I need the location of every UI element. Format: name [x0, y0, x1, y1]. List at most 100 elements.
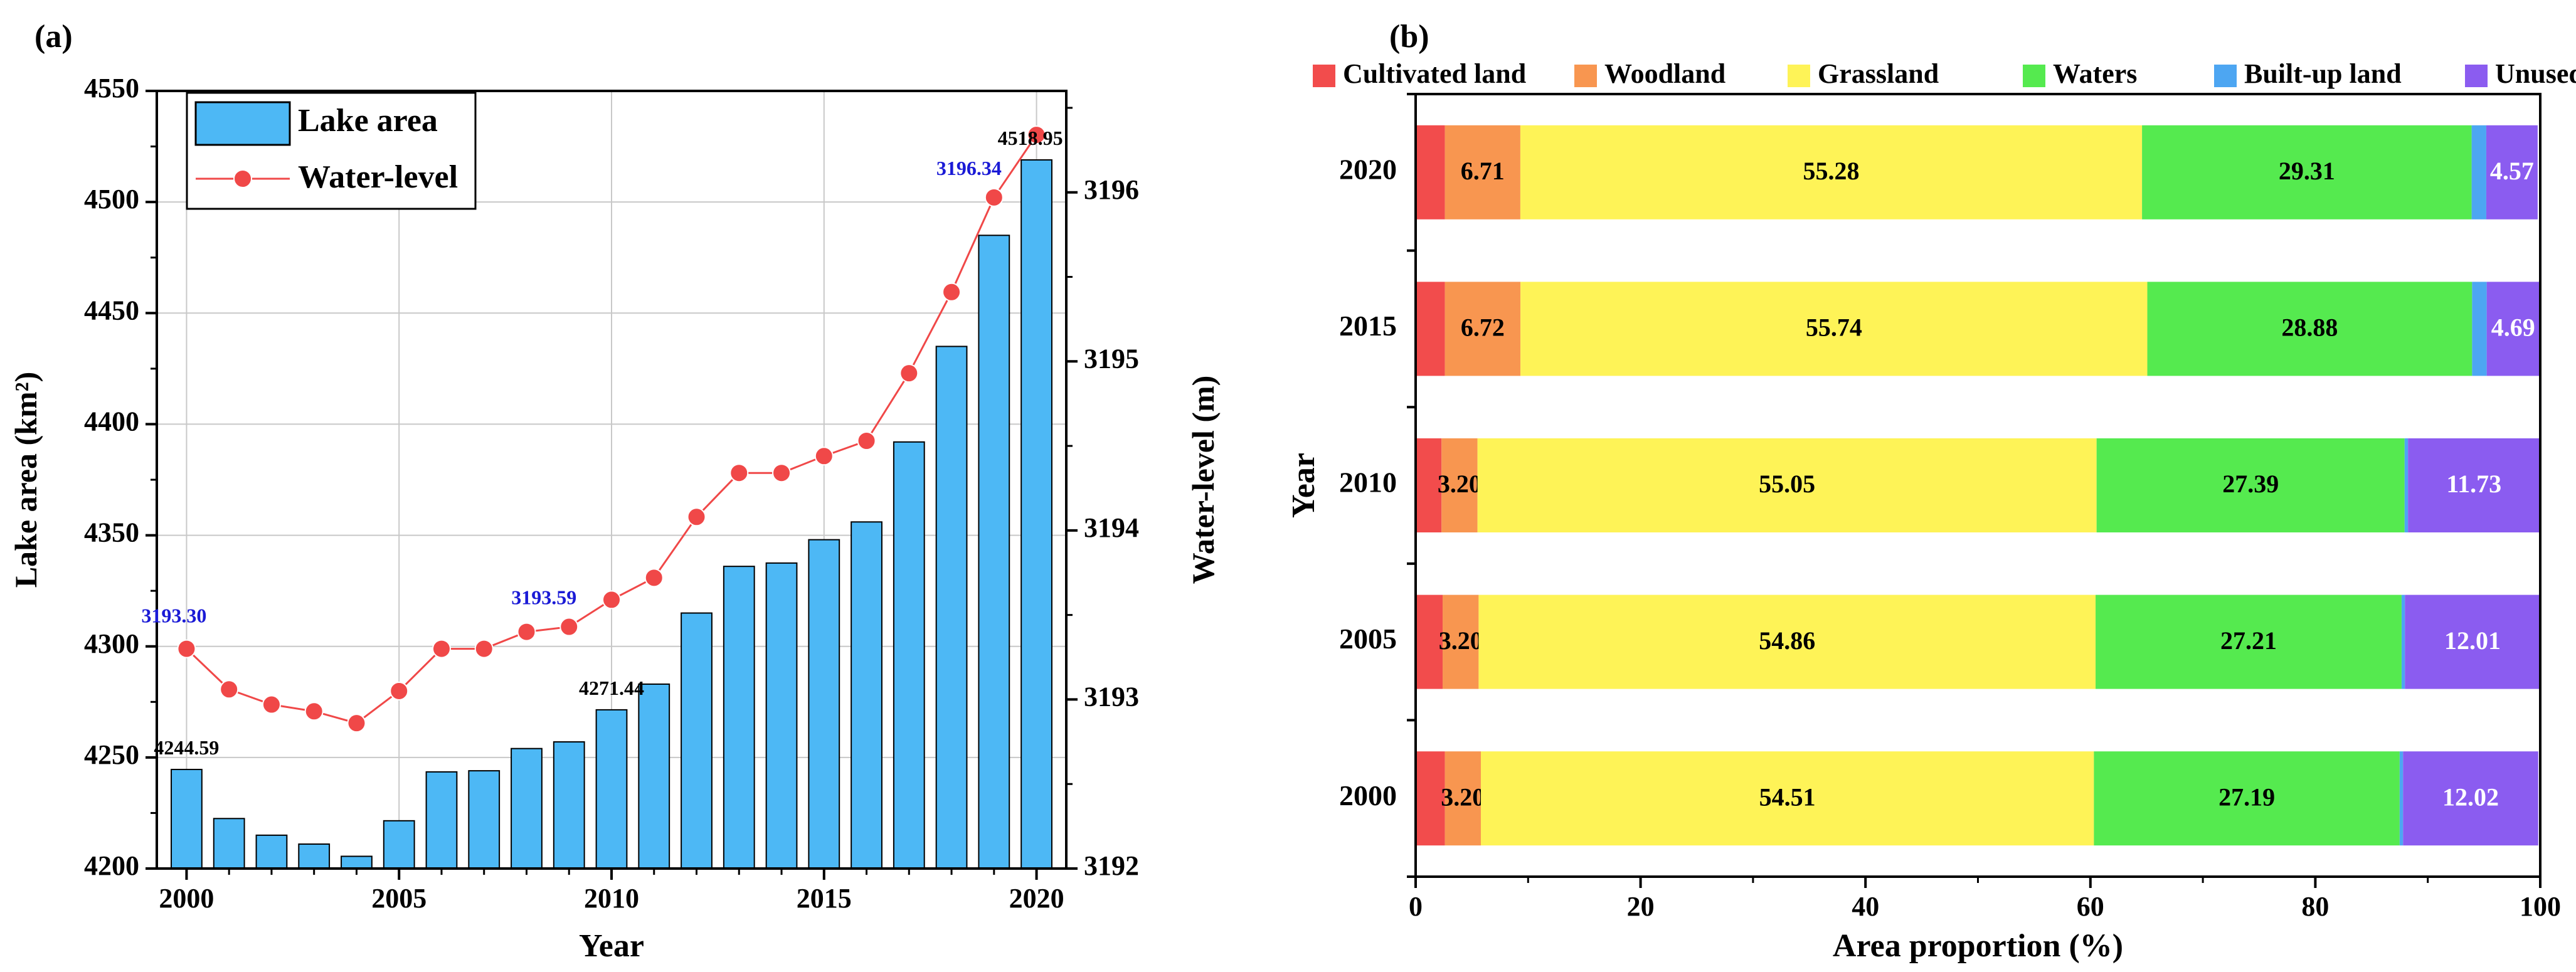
x-tick-label: 2000 [159, 883, 214, 914]
lake-area-bar [425, 771, 458, 870]
water-level-point [177, 639, 196, 658]
legend-swatch [2465, 65, 2488, 87]
data-annotation: 4271.44 [579, 677, 644, 699]
y-left-tick-label: 4400 [84, 406, 139, 437]
stacked-segment [1477, 438, 2097, 532]
water-level-point [644, 568, 664, 588]
water-level-point [390, 681, 409, 700]
water-level-point [602, 590, 621, 610]
y-left-tick-label: 4350 [84, 517, 139, 548]
data-annotation: 3193.59 [511, 586, 576, 609]
lake-area-bar [978, 235, 1010, 869]
segment-label: 12.01 [2444, 626, 2501, 655]
stacked-segment [1444, 125, 1520, 219]
water-level-point [1027, 125, 1046, 145]
lake-area-bar [851, 521, 883, 869]
stacked-segment [2096, 438, 2405, 532]
y-right-tick-label: 3194 [1084, 512, 1139, 543]
lake-area-bar [298, 843, 331, 869]
segment-label: 55.05 [1759, 470, 1815, 498]
y-left-tick-label: 4200 [84, 850, 139, 881]
segment-label: 29.31 [2279, 157, 2335, 185]
legend-swatch [2214, 65, 2237, 87]
y-left-tick-label: 4550 [84, 73, 139, 103]
stacked-segment [2471, 125, 2486, 219]
x-tick-label-b: 20 [1627, 891, 1655, 922]
y-tick-label-b: 2000 [1339, 779, 1397, 811]
stacked-segment [1441, 438, 1478, 532]
segment-label: 4.57 [2490, 157, 2534, 185]
stacked-segment [1416, 594, 1443, 689]
stacked-segment [2403, 751, 2538, 846]
x-tick-label-b: 60 [2077, 891, 2104, 922]
x-tick-label-b: 80 [2301, 891, 2329, 922]
water-level-point [432, 639, 451, 658]
stacked-segment [2094, 751, 2400, 846]
segment-label: 27.39 [2222, 470, 2279, 498]
water-level-point [474, 639, 494, 658]
x-tick-label: 2020 [1009, 883, 1064, 914]
x-tick-label: 2015 [797, 883, 852, 914]
y-left-tick-label: 4450 [84, 295, 139, 325]
stacked-segment [1443, 594, 1479, 689]
segment-label: 12.02 [2442, 783, 2499, 811]
panel-a-label: (a) [34, 19, 73, 55]
legend-label: Built-up land [2244, 58, 2402, 89]
y-right-tick-label: 3196 [1084, 174, 1139, 205]
segment-label: 55.28 [1803, 157, 1860, 185]
stacked-segment [1480, 751, 2094, 846]
stacked-segment [2096, 594, 2402, 689]
legend-swatch-lake-area [194, 101, 291, 146]
y-right-axis-label: Water-level (m) [1185, 376, 1221, 584]
data-annotation: 4518.95 [998, 127, 1063, 149]
legend-swatch [1574, 65, 1597, 87]
lake-area-bar [765, 562, 798, 869]
lake-area-bar [935, 346, 968, 869]
segment-label: 6.72 [1461, 314, 1505, 342]
legend-label: Grassland [1818, 58, 1939, 89]
water-level-point [559, 617, 579, 637]
lake-area-bar [638, 683, 671, 869]
segment-label: 4.69 [2491, 314, 2535, 342]
lake-area-bar [723, 566, 755, 870]
lake-area-bar [171, 769, 203, 870]
legend-label: Unused land [2495, 58, 2576, 89]
x-tick-label: 2005 [371, 883, 427, 914]
y-tick-label-b: 2005 [1339, 623, 1397, 655]
x-axis-label-b: Area proportion (%) [1833, 928, 2123, 964]
y-left-tick-label: 4500 [84, 184, 139, 214]
stacked-segment [1520, 282, 2148, 376]
stacked-segment [1520, 125, 2143, 219]
water-level-point [814, 446, 834, 466]
segment-label: 54.51 [1759, 783, 1816, 811]
stacked-segment [1444, 282, 1521, 376]
lake-area-bar [595, 709, 628, 870]
water-level-point [729, 463, 749, 483]
stacked-segment [2401, 594, 2405, 689]
y-left-tick-label: 4250 [84, 739, 139, 770]
water-level-point [517, 622, 536, 642]
stacked-segment [2405, 594, 2540, 689]
x-tick-label-b: 100 [2520, 891, 2561, 922]
water-level-point [857, 431, 876, 450]
stacked-segment [1416, 125, 1445, 219]
lake-area-bar [511, 747, 543, 869]
lake-area-bar [341, 855, 373, 869]
lake-area-bar [213, 818, 245, 870]
legend-swatch [1788, 65, 1810, 87]
water-level-point [304, 702, 324, 721]
stacked-segment [2399, 751, 2404, 846]
water-level-point [772, 463, 792, 483]
stacked-segment [2147, 282, 2473, 376]
x-tick-label: 2010 [584, 883, 639, 914]
y-right-tick-label: 3192 [1084, 850, 1139, 881]
y-left-tick-label: 4300 [84, 628, 139, 659]
water-level-point [220, 680, 239, 699]
water-level-point [687, 507, 706, 527]
stacked-segment [1416, 438, 1442, 532]
legend-label: Waters [2053, 58, 2137, 89]
legend-label: Woodland [1604, 58, 1725, 89]
legend-swatch [2023, 65, 2045, 87]
panel-a: (a) 2000 2005 2010 2015 2020 4200 4250 4300 4350 4… [8, 19, 1221, 964]
stacked-segment [2472, 282, 2487, 376]
